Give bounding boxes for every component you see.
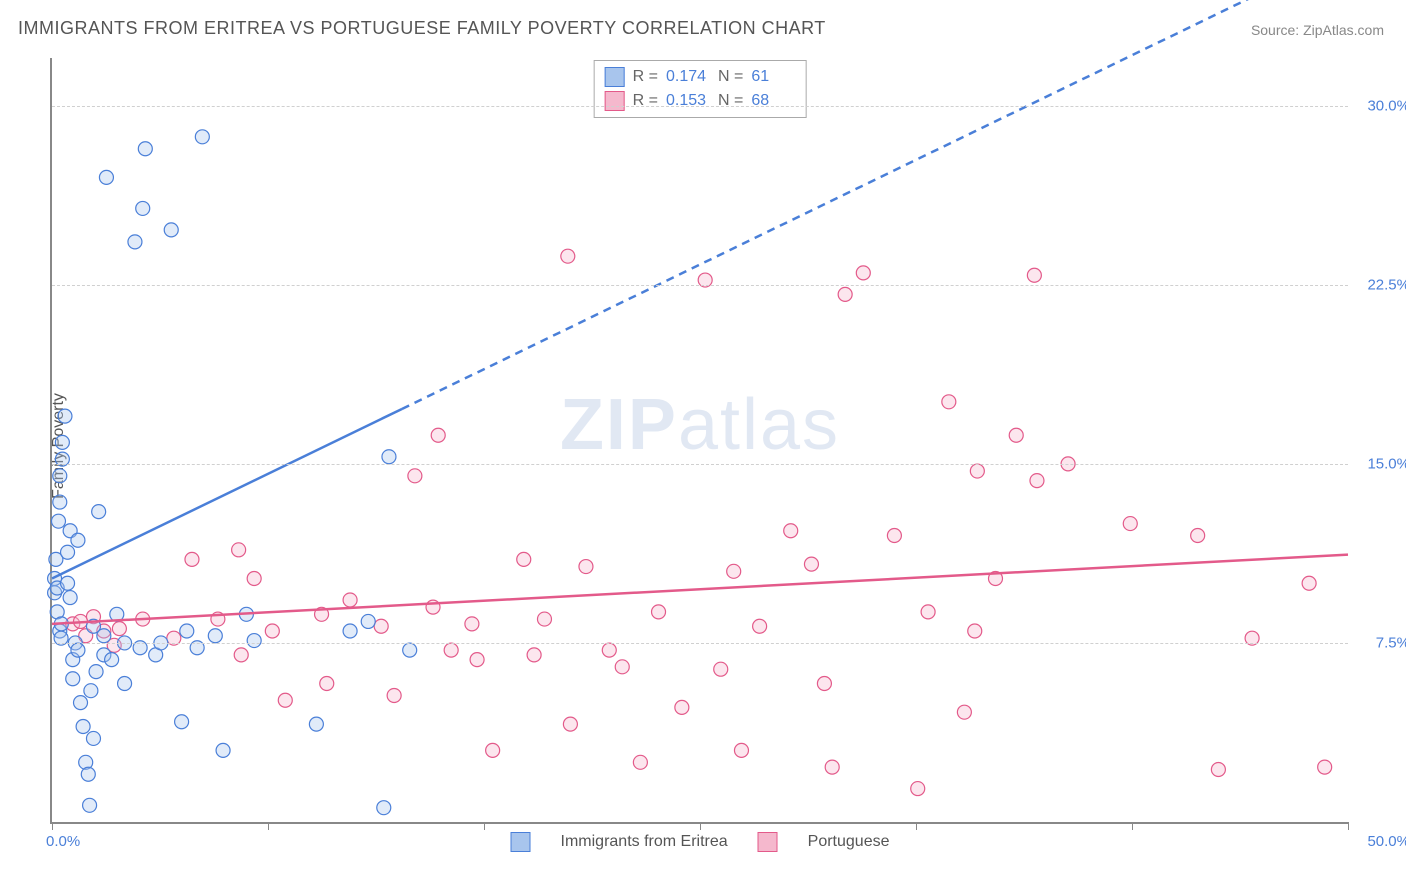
legend-label-a: Immigrants from Eritrea [561,833,728,851]
swatch-series-b [605,91,625,111]
legend-row-series-a: R = 0.174 N = 61 [605,65,796,89]
gridline [52,464,1348,465]
chart-title: IMMIGRANTS FROM ERITREA VS PORTUGUESE FA… [18,18,826,39]
ytick-label: 22.5% [1354,276,1406,293]
swatch-bottom-a [511,832,531,852]
chart-plot-area: ZIPatlas R = 0.174 N = 61 R = 0.153 N = … [50,58,1348,824]
xtick [916,822,917,830]
n-value-b: 68 [751,89,795,113]
swatch-bottom-b [758,832,778,852]
xtick [1132,822,1133,830]
ytick-label: 7.5% [1354,634,1406,651]
x-end-label: 50.0% [1354,833,1406,850]
xtick [1348,822,1349,830]
r-value-a: 0.174 [666,65,710,89]
source-attribution: Source: ZipAtlas.com [1251,22,1384,38]
legend-row-series-b: R = 0.153 N = 68 [605,89,796,113]
ytick-label: 30.0% [1354,97,1406,114]
x-start-label: 0.0% [46,833,80,850]
xtick [268,822,269,830]
xtick [700,822,701,830]
xtick [52,822,53,830]
legend-label-b: Portuguese [808,833,890,851]
xtick [484,822,485,830]
ytick-label: 15.0% [1354,455,1406,472]
scatter-svg [52,58,1348,822]
series-legend: Immigrants from Eritrea Portuguese [511,832,890,852]
gridline [52,643,1348,644]
correlation-legend: R = 0.174 N = 61 R = 0.153 N = 68 [594,60,807,118]
gridline [52,285,1348,286]
swatch-series-a [605,67,625,87]
r-value-b: 0.153 [666,89,710,113]
gridline [52,106,1348,107]
n-value-a: 61 [751,65,795,89]
